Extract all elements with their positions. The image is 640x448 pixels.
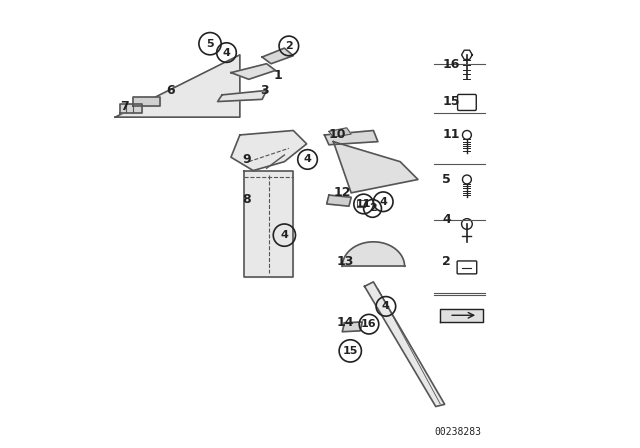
Text: 4: 4 <box>303 155 312 164</box>
Text: 2: 2 <box>442 255 451 268</box>
Text: 4: 4 <box>442 213 451 226</box>
Text: 12: 12 <box>333 186 351 199</box>
Text: 5: 5 <box>442 173 451 186</box>
Text: 4: 4 <box>382 302 390 311</box>
Text: 15: 15 <box>342 346 358 356</box>
Text: 11: 11 <box>442 129 460 142</box>
Polygon shape <box>329 128 351 137</box>
Polygon shape <box>115 55 240 117</box>
Text: 10: 10 <box>329 129 346 142</box>
Polygon shape <box>231 64 275 79</box>
Text: 13: 13 <box>337 255 355 268</box>
Polygon shape <box>440 309 483 322</box>
Text: 00238283: 00238283 <box>434 427 481 437</box>
Text: 4: 4 <box>223 47 230 58</box>
Text: 16: 16 <box>361 319 377 329</box>
Text: 9: 9 <box>242 153 251 166</box>
Polygon shape <box>231 130 307 171</box>
Text: 6: 6 <box>166 84 175 97</box>
Polygon shape <box>244 171 293 277</box>
Polygon shape <box>324 130 378 145</box>
Text: 4: 4 <box>380 197 387 207</box>
Text: 7: 7 <box>120 99 129 112</box>
Text: 14: 14 <box>337 316 355 329</box>
Polygon shape <box>342 242 404 266</box>
Text: 5: 5 <box>206 39 214 49</box>
Polygon shape <box>120 104 142 113</box>
Polygon shape <box>262 48 293 64</box>
Text: 2: 2 <box>285 41 292 51</box>
Text: 3: 3 <box>260 84 269 97</box>
Polygon shape <box>333 142 418 193</box>
Text: 4: 4 <box>280 230 288 240</box>
Text: 11: 11 <box>356 199 371 209</box>
Text: 16: 16 <box>442 58 460 71</box>
Polygon shape <box>133 97 160 106</box>
Text: 8: 8 <box>242 193 251 206</box>
Text: 15: 15 <box>442 95 460 108</box>
Polygon shape <box>218 90 267 102</box>
Polygon shape <box>326 195 351 206</box>
Polygon shape <box>342 322 362 332</box>
Text: 2: 2 <box>369 203 376 213</box>
Polygon shape <box>365 282 445 406</box>
Text: 1: 1 <box>274 69 282 82</box>
